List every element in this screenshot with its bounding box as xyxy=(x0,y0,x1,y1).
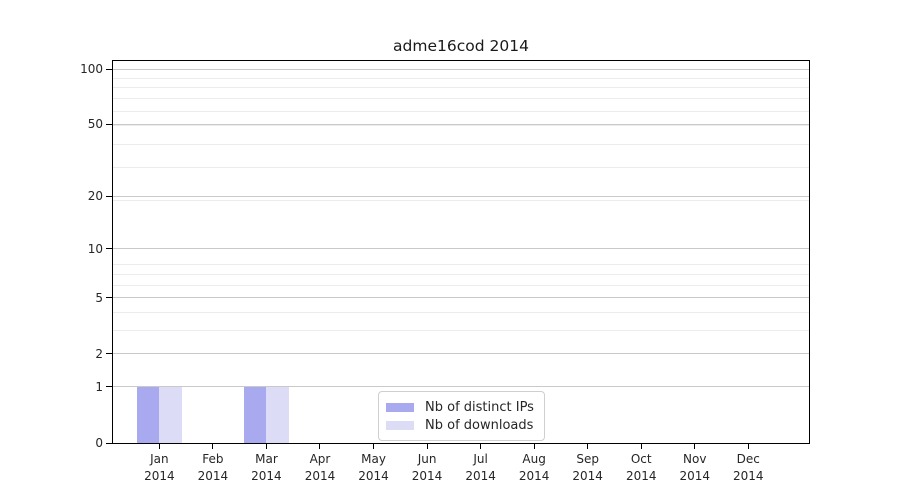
bar-nb-of-distinct-ips-jan xyxy=(137,386,160,443)
y-tick-label: 100 xyxy=(80,62,103,76)
plot-area xyxy=(112,60,810,444)
minor-gridline xyxy=(113,273,809,275)
x-tick-mark xyxy=(587,444,589,449)
major-gridline xyxy=(113,386,809,388)
x-tick-label: May 2014 xyxy=(346,451,402,485)
x-tick-month: May xyxy=(361,452,386,466)
x-tick-mark xyxy=(373,444,375,449)
minor-gridline xyxy=(113,110,809,112)
x-tick-label: Dec 2014 xyxy=(720,451,776,485)
x-tick-mark xyxy=(533,444,535,449)
x-tick-year: 2014 xyxy=(679,469,711,483)
x-tick-mark xyxy=(212,444,214,449)
x-tick-label: Feb 2014 xyxy=(185,451,241,485)
legend-item: Nb of downloads xyxy=(386,416,534,434)
x-tick-mark xyxy=(640,444,642,449)
x-tick-mark xyxy=(480,444,482,449)
legend-swatch xyxy=(386,420,414,430)
legend-swatch xyxy=(386,402,414,412)
x-tick-month: Jun xyxy=(417,452,437,466)
x-tick-month: Jan xyxy=(150,452,169,466)
y-tick-label: 20 xyxy=(87,189,103,204)
bar-nb-of-downloads-jan xyxy=(159,386,182,443)
x-tick-month: Mar xyxy=(255,452,278,466)
x-tick-mark xyxy=(694,444,696,449)
minor-gridline xyxy=(113,199,809,201)
x-tick-month: Nov xyxy=(683,452,707,466)
x-tick-label: Aug 2014 xyxy=(506,451,562,485)
x-tick-month: Feb xyxy=(202,452,224,466)
x-tick-label: Mar 2014 xyxy=(238,451,294,485)
minor-gridline xyxy=(113,77,809,79)
minor-gridline xyxy=(113,125,809,127)
x-tick-year: 2014 xyxy=(251,469,282,483)
x-tick-year: 2014 xyxy=(572,469,603,483)
minor-gridline xyxy=(113,330,809,332)
y-tick-mark xyxy=(106,68,112,70)
x-tick-label: Oct 2014 xyxy=(613,451,669,485)
y-tick-label: 5 xyxy=(95,290,103,305)
legend-label: Nb of distinct IPs xyxy=(425,399,534,415)
x-tick-year: 2014 xyxy=(304,469,336,483)
bar-nb-of-distinct-ips-mar xyxy=(244,386,267,443)
minor-gridline xyxy=(113,98,809,100)
x-tick-month: Jul xyxy=(473,452,488,466)
minor-gridline xyxy=(113,264,809,266)
x-tick-label: Nov 2014 xyxy=(667,451,723,485)
x-tick-mark xyxy=(426,444,428,449)
x-tick-label: Jun 2014 xyxy=(399,451,455,485)
major-gridline xyxy=(113,195,809,197)
legend-item: Nb of distinct IPs xyxy=(386,398,534,416)
bar-nb-of-downloads-mar xyxy=(266,386,289,443)
x-tick-year: 2014 xyxy=(518,469,550,483)
y-tick-mark xyxy=(106,386,112,388)
chart-title: adme16cod 2014 xyxy=(393,37,529,55)
x-tick-year: 2014 xyxy=(197,469,229,483)
y-tick-label: 10 xyxy=(87,241,103,256)
x-tick-label: Jan 2014 xyxy=(131,451,187,485)
x-tick-mark xyxy=(265,444,267,449)
minor-gridline xyxy=(113,87,809,89)
x-tick-mark xyxy=(158,444,160,449)
x-tick-month: Apr xyxy=(309,452,331,466)
x-tick-year: 2014 xyxy=(465,469,496,483)
major-gridline xyxy=(113,248,809,250)
y-tick-mark xyxy=(106,442,112,444)
minor-gridline xyxy=(113,312,809,314)
y-tick-mark xyxy=(106,248,112,250)
x-tick-month: Dec xyxy=(736,452,760,466)
x-tick-month: Aug xyxy=(522,452,546,466)
major-gridline xyxy=(113,68,809,70)
minor-gridline xyxy=(113,166,809,168)
minor-gridline xyxy=(113,284,809,286)
y-tick-label: 0 xyxy=(95,436,103,450)
y-tick-label: 1 xyxy=(95,379,103,394)
x-tick-month: Oct xyxy=(630,452,652,466)
minor-gridline xyxy=(113,143,809,145)
y-tick-mark xyxy=(106,195,112,197)
y-tick-mark xyxy=(106,123,112,125)
major-gridline xyxy=(113,353,809,355)
x-tick-mark xyxy=(319,444,321,449)
x-tick-month: Sep xyxy=(576,452,599,466)
x-tick-year: 2014 xyxy=(358,469,389,483)
legend: Nb of distinct IPs Nb of downloads xyxy=(378,391,545,441)
x-tick-year: 2014 xyxy=(625,469,657,483)
major-gridline xyxy=(113,123,809,125)
x-tick-year: 2014 xyxy=(411,469,443,483)
y-tick-mark xyxy=(106,297,112,299)
major-gridline xyxy=(113,297,809,299)
x-tick-label: Jul 2014 xyxy=(453,451,509,485)
x-tick-year: 2014 xyxy=(733,469,764,483)
x-tick-label: Sep 2014 xyxy=(560,451,616,485)
y-tick-mark xyxy=(106,353,112,355)
legend-label: Nb of downloads xyxy=(425,417,534,433)
x-tick-label: Apr 2014 xyxy=(292,451,348,485)
y-tick-label: 2 xyxy=(95,346,103,361)
y-tick-label: 50 xyxy=(87,117,103,132)
x-tick-year: 2014 xyxy=(144,469,175,483)
x-tick-mark xyxy=(747,444,749,449)
